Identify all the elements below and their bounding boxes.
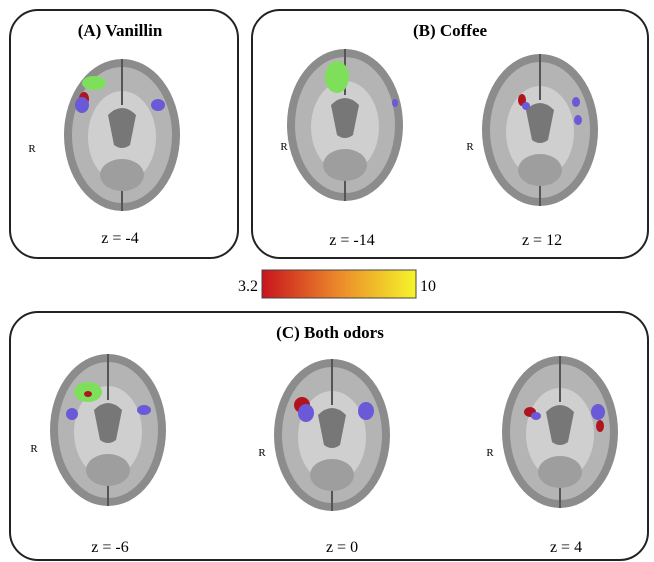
colorbar-min: 3.2 bbox=[238, 278, 258, 295]
z-label: z = 12 bbox=[522, 232, 562, 249]
side-label: R bbox=[30, 443, 38, 455]
side-label: R bbox=[466, 141, 474, 153]
panel-title: (A) Vanillin bbox=[78, 21, 163, 40]
brain-slice bbox=[287, 49, 403, 201]
z-label: z = 4 bbox=[550, 539, 582, 556]
brain-slice bbox=[64, 59, 180, 211]
side-label: R bbox=[28, 143, 36, 155]
panel-title: (B) Coffee bbox=[413, 21, 488, 40]
side-label: R bbox=[258, 447, 266, 459]
side-label: R bbox=[280, 141, 288, 153]
colorbar bbox=[262, 270, 416, 298]
brain-slice bbox=[50, 354, 166, 506]
panel-title: (C) Both odors bbox=[276, 323, 384, 342]
figure: (A) Vanillin (B) Coffee (C) Both odors R… bbox=[0, 0, 654, 562]
z-label: z = 0 bbox=[326, 539, 358, 556]
side-label: R bbox=[486, 447, 494, 459]
z-label: z = -4 bbox=[101, 230, 138, 247]
brain-slice bbox=[502, 356, 618, 508]
brain-slice bbox=[482, 54, 598, 206]
z-label: z = -6 bbox=[91, 539, 128, 556]
colorbar-max: 10 bbox=[420, 278, 436, 295]
z-label: z = -14 bbox=[329, 232, 374, 249]
brain-slice bbox=[274, 359, 390, 511]
